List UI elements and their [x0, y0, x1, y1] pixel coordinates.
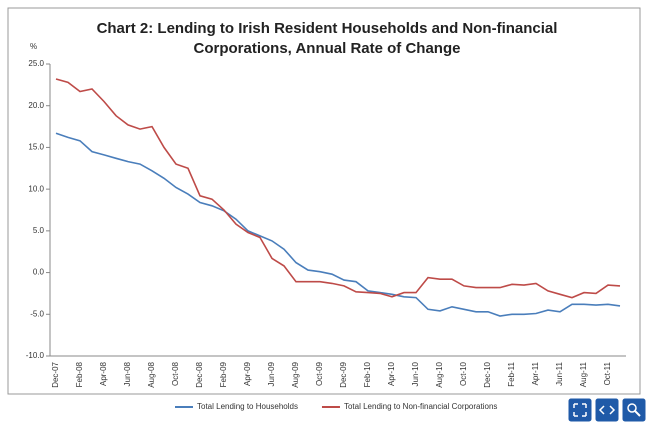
x-tick-label: Aug-10: [435, 361, 444, 387]
y-tick-label: -5.0: [30, 309, 44, 318]
x-tick-label: Feb-10: [363, 361, 372, 387]
x-tick-label: Feb-11: [507, 361, 516, 386]
y-axis-label: %: [30, 42, 37, 51]
x-tick-label: Apr-08: [99, 361, 108, 386]
fullscreen-button[interactable]: [567, 397, 593, 423]
embed-button[interactable]: [594, 397, 620, 423]
legend-label: Total Lending to Households: [197, 402, 298, 411]
x-tick-label: Dec-10: [483, 361, 492, 387]
x-tick-label: Oct-10: [459, 361, 468, 386]
x-tick-label: Aug-09: [291, 361, 300, 387]
x-tick-label: Jun-10: [411, 361, 420, 386]
x-tick-label: Aug-08: [147, 361, 156, 387]
chart-frame: [7, 7, 641, 395]
x-tick-label: Oct-11: [603, 361, 612, 385]
y-tick-label: 20.0: [28, 101, 44, 110]
x-tick-label: Jun-11: [555, 361, 564, 385]
x-tick-label: Feb-09: [219, 361, 228, 387]
x-tick-label: Dec-09: [339, 361, 348, 387]
x-tick-label: Aug-11: [579, 361, 588, 387]
y-tick-label: -10.0: [26, 351, 45, 360]
y-tick-label: 25.0: [28, 59, 44, 68]
y-tick-label: 5.0: [33, 226, 45, 235]
series-line: [55, 132, 621, 317]
legend-label: Total Lending to Non-financial Corporati…: [344, 402, 497, 411]
zoom-icon: [627, 403, 637, 413]
x-tick-label: Apr-09: [243, 361, 252, 386]
toolbar: [567, 397, 647, 423]
x-tick-label: Jun-09: [267, 361, 276, 386]
x-tick-label: Oct-09: [315, 361, 324, 386]
y-tick-label: 0.0: [33, 268, 45, 277]
fullscreen-icon: [573, 403, 587, 417]
y-tick-label: 10.0: [28, 184, 44, 193]
x-tick-label: Oct-08: [171, 361, 180, 386]
x-tick-label: Jun-08: [123, 361, 132, 386]
x-tick-label: Dec-08: [195, 361, 204, 387]
x-tick-label: Apr-11: [531, 361, 540, 385]
zoom-icon: [634, 410, 641, 417]
x-tick-label: Dec-07: [51, 361, 60, 387]
embed-icon: [598, 405, 616, 415]
y-tick-label: 15.0: [28, 143, 44, 152]
chart-title: Chart 2: Lending to Irish Resident House…: [97, 20, 558, 37]
zoom-button[interactable]: [621, 397, 647, 423]
x-tick-label: Feb-08: [75, 361, 84, 387]
chart-title: Corporations, Annual Rate of Change: [194, 40, 461, 57]
series-line: [55, 78, 621, 299]
x-tick-label: Apr-10: [387, 361, 396, 386]
